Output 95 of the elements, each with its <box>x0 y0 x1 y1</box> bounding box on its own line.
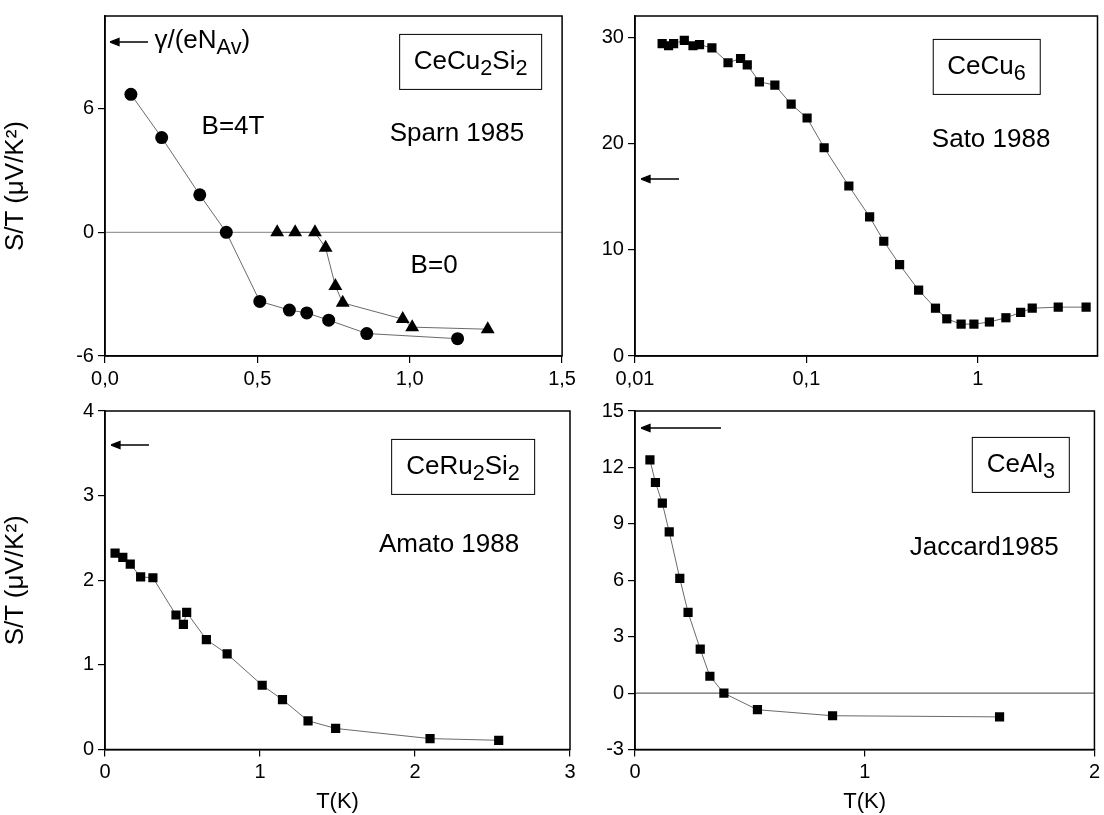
point <box>705 671 715 681</box>
x-tick-label: 0,1 <box>792 366 821 389</box>
point <box>451 332 465 346</box>
x-axis-title: T(K) <box>316 787 359 813</box>
point <box>110 548 120 558</box>
y-axis-title: S/T (μV/K²) <box>0 515 29 646</box>
y-tick-label: 15 <box>601 398 624 421</box>
point <box>695 644 705 654</box>
point <box>277 695 288 705</box>
point <box>752 705 763 715</box>
y-axis-title: S/T (μV/K²) <box>0 120 29 252</box>
point <box>125 559 135 569</box>
point <box>193 188 207 202</box>
point <box>171 610 181 620</box>
point <box>308 224 322 237</box>
annotation: CeAl$_{3}$ <box>971 437 1071 494</box>
point <box>155 131 169 145</box>
point <box>335 294 350 307</box>
point <box>148 573 158 583</box>
point <box>494 735 504 745</box>
point <box>719 688 729 698</box>
y-tick-label: 0 <box>82 737 94 760</box>
point <box>328 277 343 290</box>
y-tick-label: 2 <box>82 567 94 590</box>
annotation: B=0 <box>410 248 458 280</box>
y-tick-label: -6 <box>76 343 94 366</box>
point <box>118 552 128 563</box>
point <box>253 294 267 308</box>
x-tick-label: 0,01 <box>615 366 655 389</box>
point <box>270 224 285 237</box>
x-tick-label: 2 <box>409 760 421 783</box>
point <box>182 607 192 618</box>
annotation: B=4T <box>201 109 265 141</box>
y-tick-label: 6 <box>82 96 94 119</box>
annotation: CeRu$_{2}$Si$_{2}$ <box>391 438 535 495</box>
point <box>300 306 314 320</box>
point <box>657 498 667 508</box>
point <box>827 711 838 721</box>
point <box>288 224 303 237</box>
annotation: Sparn 1985 <box>389 116 525 148</box>
point <box>405 319 420 332</box>
y-tick-label: 4 <box>82 398 94 421</box>
y-tick-label: 10 <box>601 237 624 260</box>
point <box>201 634 211 645</box>
y-tick-label: 1 <box>82 652 94 675</box>
point <box>124 87 138 101</box>
annotation: Amato 1988 <box>378 527 520 559</box>
x-tick-label: 0 <box>99 760 111 783</box>
x-tick-label: 3 <box>564 760 576 783</box>
x-tick-label: 0 <box>629 760 641 783</box>
point <box>425 734 435 744</box>
point <box>683 607 693 618</box>
point <box>395 311 410 324</box>
point <box>650 477 661 488</box>
point <box>480 321 495 334</box>
y-tick-label: 12 <box>601 454 624 477</box>
y-tick-label: 0 <box>612 680 624 703</box>
y-tick-label: 3 <box>612 624 624 647</box>
point <box>178 619 189 629</box>
annotation: CeCu$_{2}$Si$_{2}$ <box>398 33 543 90</box>
x-tick-label: 1 <box>859 760 871 783</box>
point <box>136 572 146 582</box>
y-tick-label: 6 <box>612 567 624 590</box>
annotation: CeCu$_{6}$ <box>932 38 1041 96</box>
y-tick-label: -3 <box>606 737 624 760</box>
y-tick-label: 0 <box>612 343 624 366</box>
point <box>219 225 233 239</box>
y-tick-label: 9 <box>612 511 624 534</box>
point <box>257 680 267 690</box>
point <box>322 313 336 327</box>
point <box>303 716 313 726</box>
point <box>282 303 296 317</box>
x-tick-label: 1 <box>254 760 266 783</box>
x-tick-label: 1 <box>972 366 984 389</box>
point <box>318 239 333 252</box>
annotation: Jaccard1985 <box>909 530 1059 562</box>
x-axis-title: T(K) <box>843 787 887 813</box>
point <box>675 573 685 584</box>
x-tick-label: 0,0 <box>91 366 119 389</box>
y-tick-label: 0 <box>82 219 94 242</box>
point <box>360 327 374 341</box>
point <box>664 527 674 537</box>
point <box>331 723 341 734</box>
x-tick-label: 1,5 <box>548 366 576 389</box>
x-tick-label: 2 <box>1088 760 1100 783</box>
point <box>645 455 655 465</box>
y-tick-label: 3 <box>82 483 94 506</box>
y-tick-label: 20 <box>601 131 624 154</box>
x-tick-label: 1,0 <box>395 366 424 389</box>
annotation: γ/(eN$_{Av}$) <box>154 23 251 60</box>
annotation: Sato 1988 <box>931 122 1051 154</box>
y-tick-label: 30 <box>601 24 624 47</box>
point <box>994 712 1005 722</box>
x-tick-label: 0,5 <box>243 366 272 389</box>
point <box>222 649 232 659</box>
